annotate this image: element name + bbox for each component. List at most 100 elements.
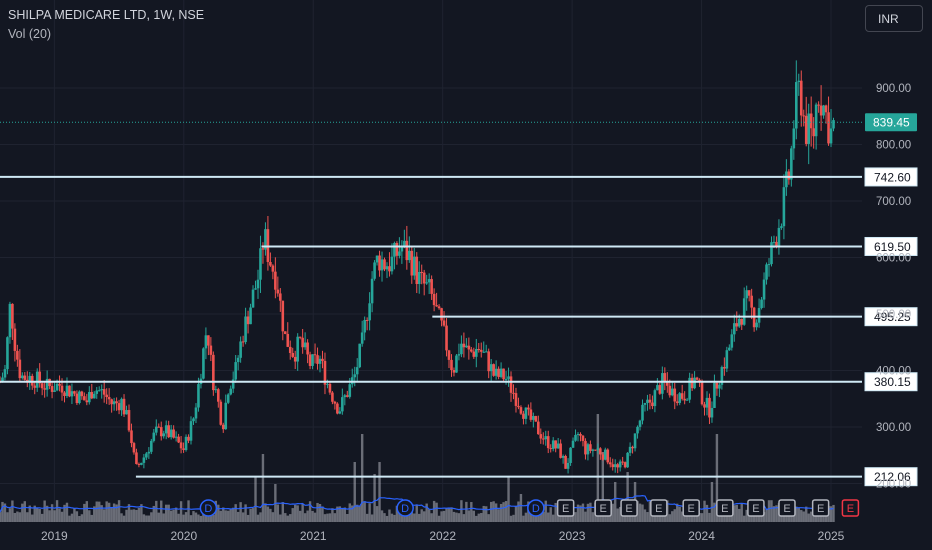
candle [137, 462, 141, 468]
volume-bar [606, 515, 609, 522]
candle [373, 260, 376, 281]
volume-bar [36, 508, 39, 522]
volume-bar [477, 513, 480, 522]
dividend-marker[interactable]: D [199, 499, 218, 517]
earnings-marker[interactable]: E [594, 499, 612, 517]
candle [693, 371, 696, 390]
volume-bar [743, 515, 746, 522]
candle-body [623, 462, 627, 468]
earnings-marker[interactable]: E [811, 499, 830, 517]
candle-body [90, 392, 94, 399]
earnings-marker[interactable]: E [682, 499, 700, 517]
candle [318, 355, 322, 373]
candle [97, 386, 101, 392]
currency-selector[interactable]: INR [865, 5, 923, 32]
volume-bar [502, 502, 505, 522]
horizontal-levels[interactable]: 742.60 619.50 495.25 380.15 212.06 [0, 167, 918, 487]
candle-body [799, 80, 803, 116]
upcoming-earnings-marker[interactable]: E [841, 499, 860, 517]
earnings-marker[interactable]: E [620, 499, 638, 517]
candle [276, 276, 280, 297]
volume-bar [432, 500, 436, 522]
candle-body [80, 391, 84, 397]
candle-body [231, 379, 235, 389]
candle [802, 109, 806, 127]
time-axis[interactable]: 2019 2020 2021 2022 2023 2024 2025 [41, 529, 845, 543]
candle-body [514, 393, 518, 406]
candle-body [58, 383, 61, 386]
horizontal-level[interactable]: 495.25 [432, 307, 918, 327]
candle [63, 391, 66, 403]
candle-body [762, 279, 766, 300]
candle-body [13, 328, 17, 351]
candle-body [708, 397, 711, 418]
candle-body [465, 345, 468, 348]
volume-bar [194, 512, 198, 522]
price-axis[interactable]: 900.00 800.00 700.00 600.00 500.00 400.00 300.… [865, 83, 917, 491]
horizontal-level[interactable]: 380.15 [0, 372, 918, 392]
volume-bar [802, 511, 805, 522]
earnings-marker-box [682, 499, 700, 517]
volume-bar [591, 512, 595, 522]
candle [33, 381, 37, 395]
candle [53, 381, 56, 392]
earnings-marker[interactable]: E [716, 499, 734, 517]
horizontal-level[interactable]: 742.60 [0, 167, 918, 187]
candle [638, 419, 642, 431]
candle-body [522, 413, 525, 419]
candle [470, 346, 473, 353]
volume-bar [31, 514, 34, 522]
volume-bar [328, 513, 332, 522]
candle-body [127, 410, 131, 431]
earnings-marker[interactable]: E [556, 499, 575, 517]
volume-bar [430, 513, 433, 522]
volume-indicator-label[interactable]: Vol (20) [8, 27, 52, 41]
volume-bar [713, 502, 716, 522]
candle [154, 419, 158, 436]
earnings-marker[interactable]: E [650, 499, 668, 517]
candle-body [524, 407, 528, 419]
volume-bar [730, 515, 734, 522]
volume-bar [48, 510, 51, 522]
candle [777, 219, 781, 255]
candle-body [316, 355, 319, 364]
candle [561, 454, 565, 464]
candle [762, 272, 766, 308]
earnings-marker[interactable]: E [778, 499, 796, 517]
candle [517, 397, 520, 410]
volume-bar [718, 515, 721, 522]
candle-body [616, 464, 619, 468]
volume-bar [738, 508, 741, 522]
candle-body [611, 464, 615, 468]
horizontal-level[interactable]: 212.06 [135, 467, 918, 487]
volume-bar [127, 504, 131, 522]
candle-body [728, 347, 731, 351]
dividend-marker[interactable]: D [527, 499, 545, 517]
horizontal-level[interactable]: 619.50 [261, 236, 918, 256]
candle-body [328, 383, 332, 393]
volume-bar [197, 514, 200, 522]
volume-bar [189, 515, 193, 522]
candle-body [450, 359, 453, 370]
volume-bar [427, 509, 431, 522]
candle [807, 103, 811, 165]
candle-body [308, 354, 312, 366]
candle-body [673, 388, 677, 402]
volume-bar [517, 501, 520, 522]
volume-bar [437, 515, 441, 522]
volume-bar [452, 511, 456, 522]
candle [3, 364, 7, 381]
candle [112, 397, 116, 411]
volume-bar [797, 508, 800, 522]
candle [341, 388, 344, 415]
earnings-marker[interactable]: E [747, 499, 765, 517]
volume-bar [795, 506, 798, 522]
dividend-marker[interactable]: D [396, 499, 414, 517]
candle-body [303, 342, 307, 348]
volume-bar [708, 512, 711, 522]
candle-body [668, 385, 672, 396]
candle-body [390, 256, 394, 272]
candle-body [291, 352, 295, 357]
